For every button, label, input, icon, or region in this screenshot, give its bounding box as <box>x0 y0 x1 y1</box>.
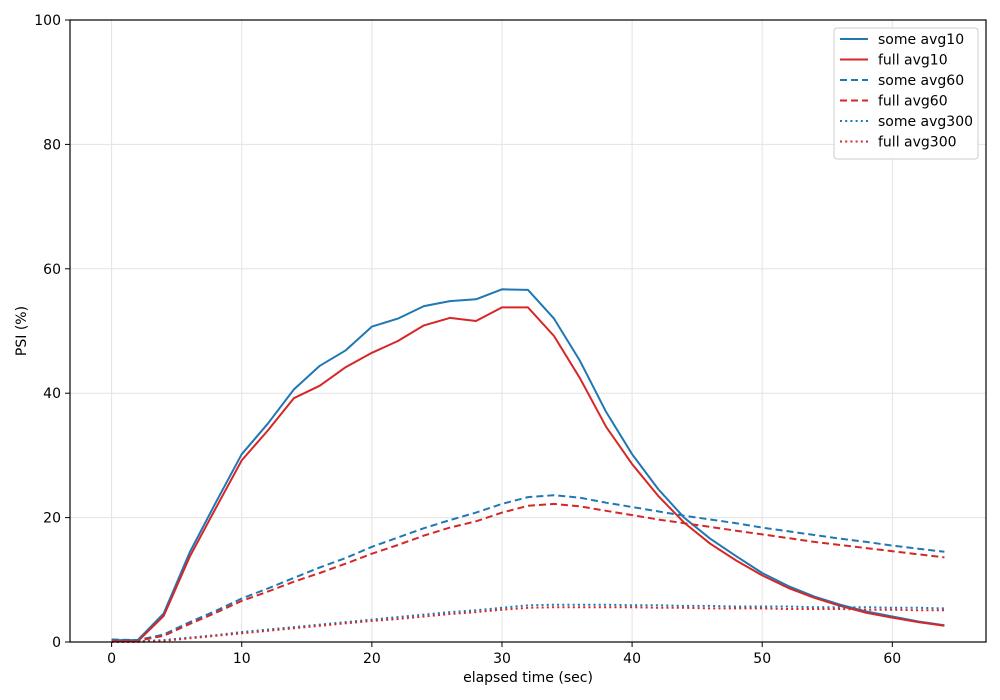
y-axis-label: PSI (%) <box>14 306 30 356</box>
x-tick-label: 0 <box>107 651 116 667</box>
legend-label: full avg60 <box>878 94 948 110</box>
plot-frame <box>69 19 987 643</box>
x-axis-label: elapsed time (sec) <box>463 670 593 686</box>
x-tick-label: 30 <box>493 651 511 667</box>
series-layer <box>111 288 945 643</box>
y-tick-label: 80 <box>43 137 61 153</box>
y-tick-label: 100 <box>34 13 61 29</box>
y-tick-label: 40 <box>43 386 61 402</box>
series-line-some-avg60 <box>111 494 945 642</box>
y-axis-ticks: 0 20 40 60 80 100 <box>34 13 70 651</box>
legend-label: some avg60 <box>878 73 964 89</box>
y-tick-label: 60 <box>43 262 61 278</box>
series-line-full-avg10 <box>111 306 945 643</box>
legend-label: full avg300 <box>878 135 957 151</box>
x-axis-ticks: 0 10 20 30 40 50 60 <box>107 642 901 667</box>
legend-label: some avg300 <box>878 114 973 130</box>
legend-label: some avg10 <box>878 32 964 48</box>
y-tick-label: 20 <box>43 511 61 527</box>
x-tick-label: 40 <box>623 651 641 667</box>
x-tick-label: 50 <box>753 651 771 667</box>
x-tick-label: 10 <box>233 651 251 667</box>
series-line-full-avg300 <box>111 606 945 643</box>
legend-label: full avg10 <box>878 53 948 69</box>
x-tick-label: 60 <box>883 651 901 667</box>
x-tick-label: 20 <box>363 651 381 667</box>
legend-box <box>833 27 979 160</box>
y-tick-label: 0 <box>52 635 61 651</box>
series-line-some-avg10 <box>111 288 945 642</box>
legend: some avg10 full avg10 some avg60 full avg60… <box>833 27 979 160</box>
series-line-full-avg60 <box>111 502 945 642</box>
